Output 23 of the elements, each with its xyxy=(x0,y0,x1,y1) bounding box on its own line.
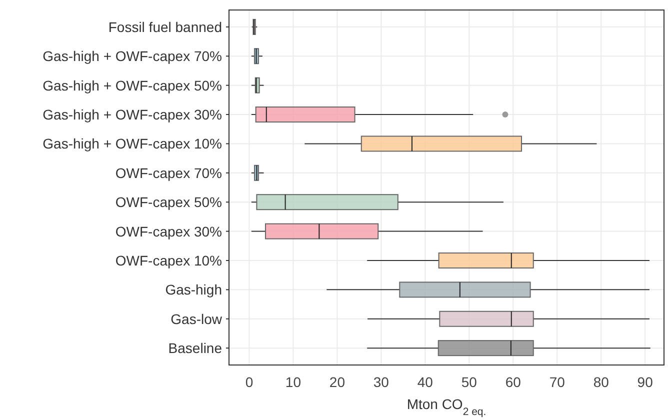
y-tick-label: OWF-capex 30% xyxy=(115,223,222,240)
x-tick-label: 90 xyxy=(637,374,654,390)
y-tick-label: Gas-high + OWF-capex 70% xyxy=(42,48,222,64)
y-tick-label: Gas-high + OWF-capex 10% xyxy=(42,136,222,152)
y-tick-label: OWF-capex 50% xyxy=(115,194,222,210)
y-tick-label: Gas-high xyxy=(165,282,222,298)
y-tick-label: OWF-capex 10% xyxy=(115,252,222,268)
y-tick-label: Gas-low xyxy=(170,310,223,327)
x-tick-label: 40 xyxy=(417,374,434,390)
y-tick-label: Fossil fuel banned xyxy=(108,18,222,35)
x-tick-label: 50 xyxy=(461,374,478,390)
x-tick-label: 30 xyxy=(373,374,390,390)
x-tick-label: 80 xyxy=(593,374,610,390)
y-tick-label: Baseline xyxy=(168,340,222,356)
x-tick-label: 0 xyxy=(245,374,254,390)
y-tick-label: OWF-capex 70% xyxy=(115,164,222,181)
x-axis-title: Mton CO$_{2 eq.}$ xyxy=(406,396,486,418)
x-tick-label: 60 xyxy=(505,374,522,390)
x-tick-label: 10 xyxy=(285,374,302,390)
x-tick-label: 20 xyxy=(329,374,346,390)
y-tick-label: Gas-high + OWF-capex 50% xyxy=(42,77,222,94)
x-tick-label: 70 xyxy=(549,374,566,390)
y-tick-label: Gas-high + OWF-capex 30% xyxy=(42,106,222,123)
